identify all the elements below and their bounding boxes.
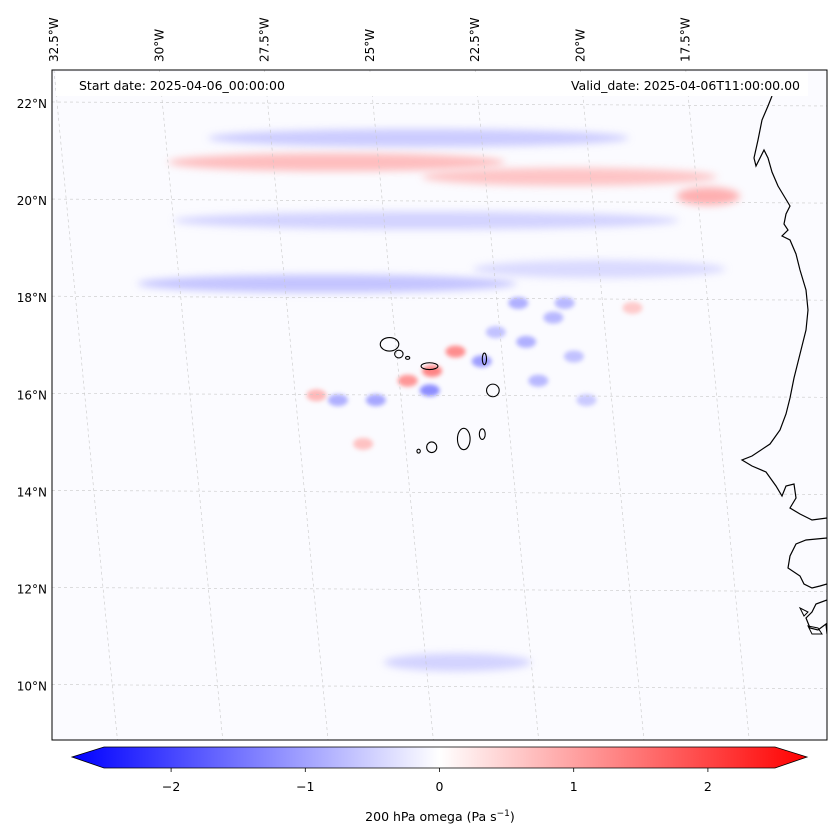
lat-label-0: 22°N <box>17 97 47 111</box>
meridian-3 <box>369 70 434 740</box>
lat-label-4: 14°N <box>17 485 47 499</box>
omega-band-1 <box>167 153 505 172</box>
meridian-0 <box>53 70 118 740</box>
omega-band-7 <box>383 653 532 672</box>
island-5 <box>486 383 500 398</box>
island-8 <box>426 441 438 454</box>
omega-cell-1 <box>471 355 492 368</box>
coastline <box>379 95 827 635</box>
colorbar-tick-label-0: −2 <box>162 779 180 794</box>
omega-band-3 <box>676 187 740 206</box>
lat-label-2: 18°N <box>17 291 47 305</box>
lon-label-2: 27.5°W <box>258 17 272 62</box>
colorbar-variable: 200 hPa omega <box>365 809 462 824</box>
gambia-guinea-coastline <box>787 537 827 635</box>
island-3 <box>420 362 439 371</box>
colorbar-units: (Pa s <box>467 809 497 824</box>
colorbar-units-exp: −1 <box>497 809 510 819</box>
island-4 <box>481 352 488 366</box>
lat-label-3: 16°N <box>17 388 47 402</box>
omega-cell-15 <box>554 297 575 310</box>
lon-label-0: 32.5°W <box>47 17 61 62</box>
omega-cell-9 <box>543 311 564 324</box>
meridian-6 <box>685 70 750 740</box>
lat-label-5: 12°N <box>17 582 47 596</box>
omega-cell-4 <box>419 384 440 397</box>
omega-band-0 <box>207 128 630 147</box>
island-9 <box>416 448 421 454</box>
omega-band-2 <box>422 167 717 186</box>
island-7 <box>456 427 471 451</box>
island-1 <box>394 349 404 359</box>
island-0 <box>379 336 400 352</box>
omega-cell-11 <box>516 335 537 348</box>
lon-label-1: 30°W <box>152 29 166 62</box>
longitude-labels: 32.5°W 30°W 27.5°W 25°W 22.5°W 20°W 17.5°W <box>47 17 693 62</box>
omega-cell-17 <box>622 301 643 314</box>
omega-cell-0 <box>445 345 466 358</box>
lon-label-3: 25°W <box>363 29 377 62</box>
colorbar-ticks: −2 −1 0 1 2 <box>162 768 712 794</box>
start-date-label: Start date: 2025-04-06_00:00:00 <box>79 78 285 93</box>
meridian-1 <box>158 70 224 740</box>
colorbar-units-close: ) <box>510 809 515 824</box>
omega-cell-7 <box>306 389 327 402</box>
omega-cell-13 <box>528 374 549 387</box>
omega-cell-8 <box>508 297 529 310</box>
omega-cell-16 <box>353 437 374 450</box>
map-background <box>52 70 827 740</box>
african-coastline <box>740 95 827 521</box>
map-border <box>51 69 828 741</box>
lat-label-1: 20°N <box>17 194 47 208</box>
lon-label-5: 20°W <box>573 29 587 62</box>
bissagos-islands <box>798 606 823 635</box>
meridian-2 <box>264 70 329 740</box>
omega-cell-10 <box>485 326 506 339</box>
map-panel <box>52 70 827 740</box>
colorbar-tick-label-4: 2 <box>704 779 712 794</box>
omega-cell-6 <box>327 394 348 407</box>
lon-label-4: 22.5°W <box>468 17 482 62</box>
colorbar-label: 200 hPa omega (Pa s−1) <box>365 809 515 824</box>
island-6 <box>478 428 486 441</box>
colorbar: −2 −1 0 1 2 200 hPa omega (Pa s−1) <box>70 746 809 824</box>
info-box <box>56 72 808 96</box>
island-2 <box>405 355 411 360</box>
colorbar-tick-label-1: −1 <box>296 779 314 794</box>
omega-cell-5 <box>365 394 386 407</box>
colorbar-body <box>70 746 809 769</box>
omega-band-4 <box>173 211 679 230</box>
omega-cell-3 <box>397 374 418 387</box>
meridian-5 <box>580 70 645 740</box>
cape-verde-islands <box>379 336 500 454</box>
omega-cell-12 <box>563 350 584 363</box>
omega-cell-2 <box>422 365 443 378</box>
latitude-labels: 22°N 20°N 18°N 16°N 14°N 12°N 10°N <box>17 97 47 694</box>
colorbar-tick-label-3: 1 <box>570 779 578 794</box>
colorbar-tick-label-2: 0 <box>436 779 444 794</box>
omega-band-5 <box>137 274 517 293</box>
omega-cell-14 <box>576 394 597 407</box>
meridian-4 <box>474 70 539 740</box>
lon-label-6: 17.5°W <box>679 17 693 62</box>
lat-label-6: 10°N <box>17 680 47 694</box>
graticule <box>52 70 827 740</box>
valid-date-label: Valid_date: 2025-04-06T11:00:00.00 <box>571 78 800 93</box>
